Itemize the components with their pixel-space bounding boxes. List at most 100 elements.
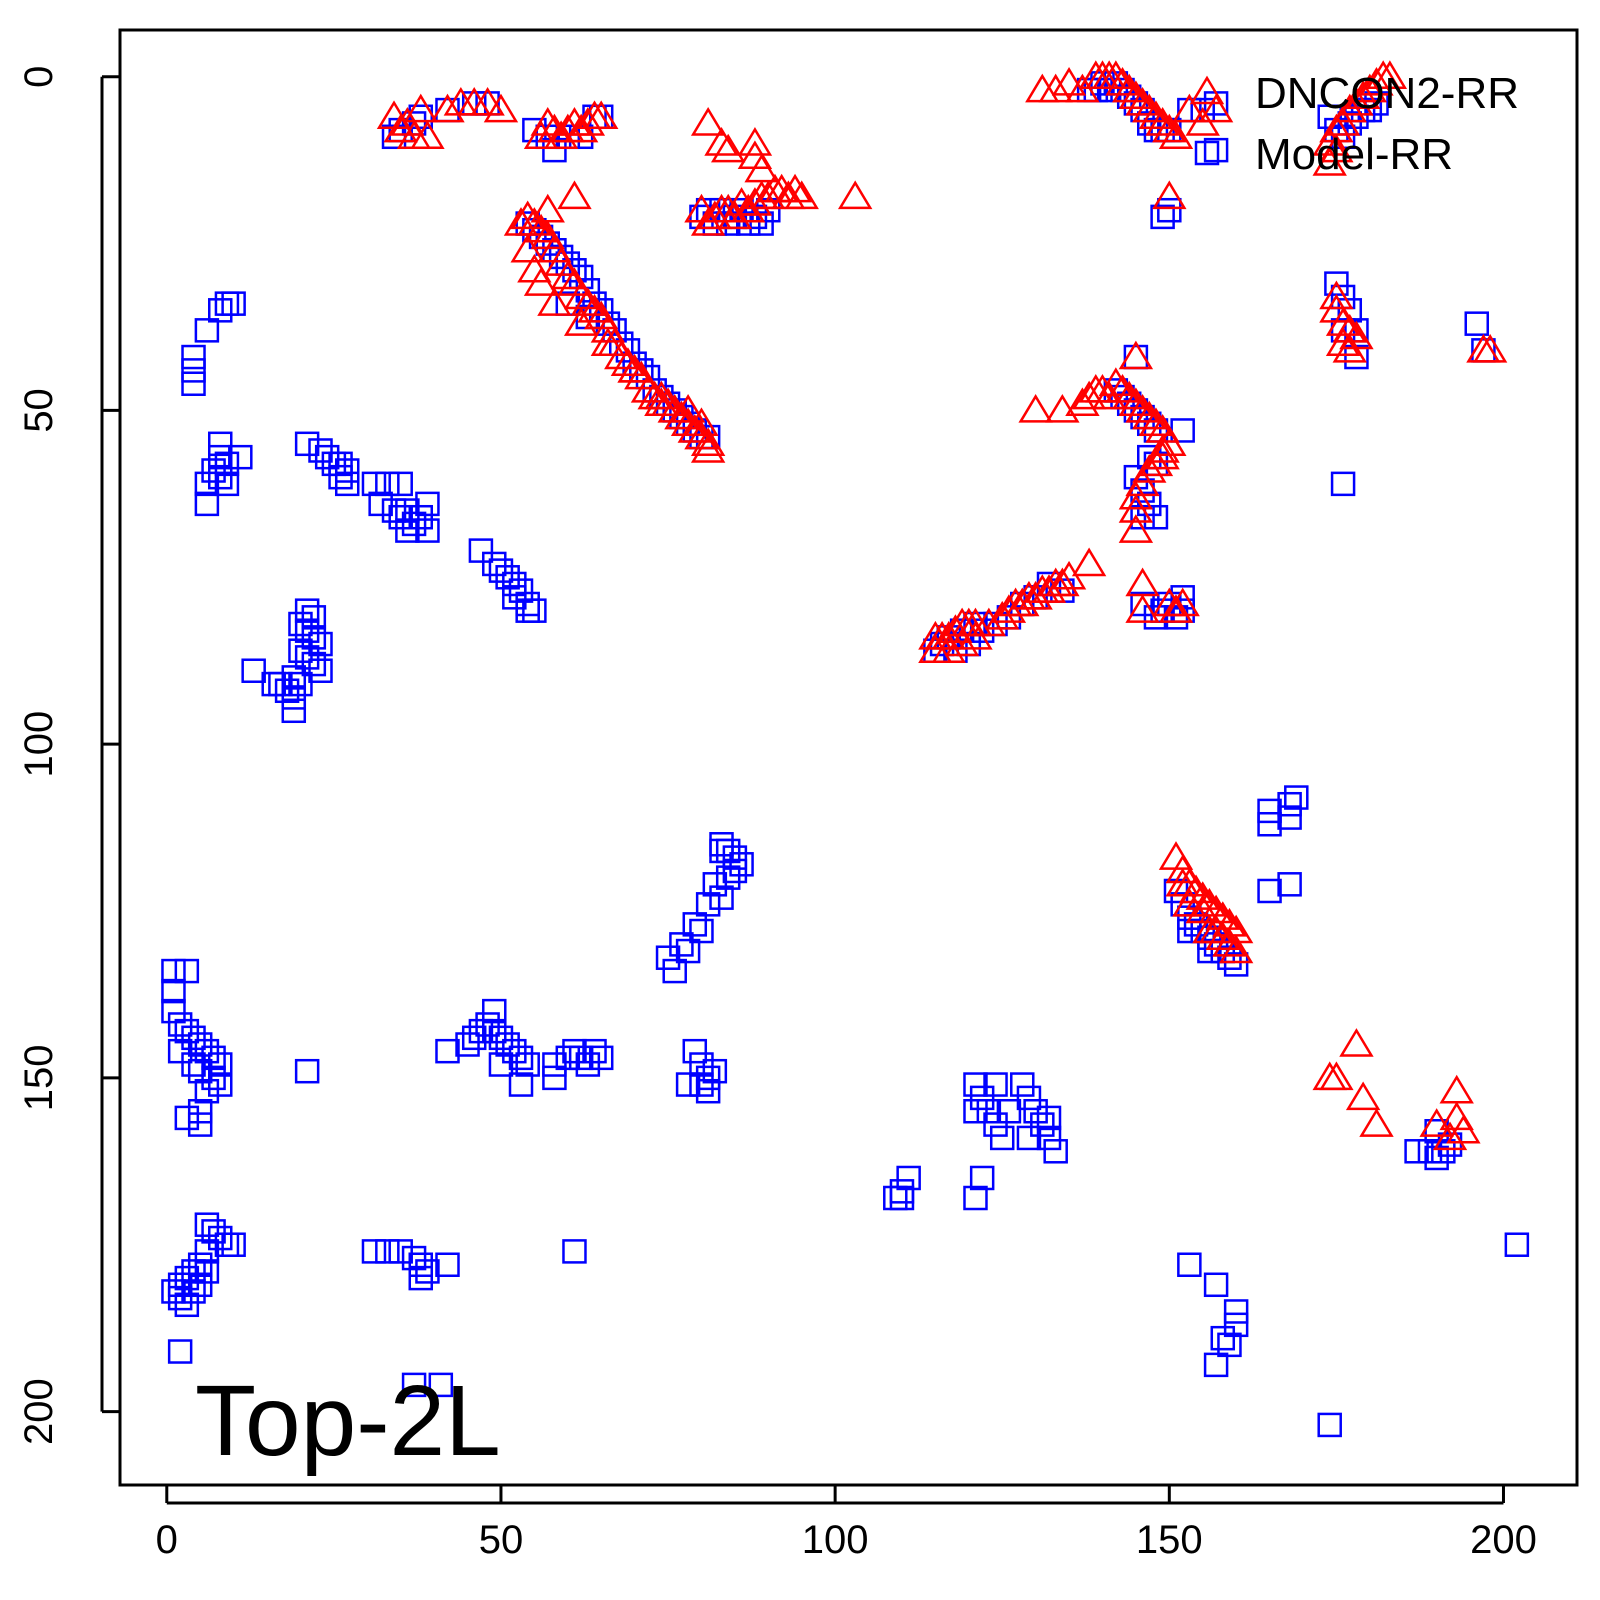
- dncon2-rr-point: [1152, 180, 1187, 210]
- legend: DNCON2-RR Model-RR: [1189, 69, 1519, 179]
- model-rr-point: [989, 1125, 1015, 1151]
- model-rr-point: [996, 1098, 1022, 1124]
- model-rr-point: [415, 518, 440, 543]
- model-rr-point: [1043, 1139, 1068, 1164]
- model-rr-point: [1030, 1112, 1055, 1137]
- model-rr-point: [281, 698, 307, 724]
- dncon2-rr-point: [1432, 1121, 1468, 1151]
- dncon2-rr-point: [777, 173, 813, 203]
- model-rr-point: [167, 1038, 193, 1064]
- model-rr-point: [181, 344, 206, 370]
- dncon2-rr-point: [1446, 1114, 1481, 1144]
- model-rr-point: [328, 464, 353, 490]
- model-rr-point: [455, 1032, 480, 1057]
- model-rr-point: [308, 438, 333, 463]
- model-rr-point: [321, 451, 347, 477]
- dncon2-rr-point: [510, 233, 545, 263]
- dncon2-rr-point: [650, 387, 686, 417]
- dncon2-rr-point: [1319, 113, 1354, 143]
- model-rr-point: [695, 892, 721, 917]
- model-rr-point: [294, 645, 320, 670]
- model-rr-point: [1257, 878, 1282, 904]
- model-rr-point: [502, 1038, 527, 1064]
- model-rr-point: [274, 678, 300, 704]
- dncon2-rr-point: [523, 267, 559, 296]
- dncon2-rr-point: [550, 260, 586, 290]
- dncon2-rr-point: [751, 180, 786, 210]
- model-rr-point: [1010, 1072, 1035, 1097]
- dncon2-rr-point: [1145, 107, 1180, 136]
- dncon2-rr-point: [1172, 93, 1207, 123]
- model-rr-point: [1257, 798, 1282, 824]
- model-rr-point: [361, 471, 387, 497]
- model-rr-point: [709, 832, 734, 857]
- model-rr-point: [889, 1179, 915, 1204]
- model-rr-point: [1036, 1125, 1062, 1151]
- dncon2-rr-point: [1332, 333, 1367, 363]
- dncon2-rr-point: [690, 434, 726, 463]
- legend-square-icon: [1194, 140, 1220, 166]
- dncon2-rr-point: [690, 107, 726, 136]
- dncon2-rr-point: [1158, 594, 1194, 623]
- y-tick-label: 150: [17, 1044, 61, 1111]
- model-rr-point: [568, 1045, 594, 1071]
- dncon2-rr-point: [430, 93, 465, 123]
- dncon2-rr-point: [563, 307, 599, 336]
- model-rr-point: [1504, 1232, 1530, 1257]
- model-rr-point: [562, 1239, 587, 1264]
- model-rr-point: [194, 1038, 220, 1064]
- dncon2-rr-point: [557, 180, 592, 210]
- model-rr-point: [301, 605, 327, 630]
- model-rr-point: [167, 1272, 193, 1298]
- model-rr-point: [689, 1052, 714, 1077]
- model-rr-point: [1257, 811, 1282, 837]
- model-rr-point: [375, 471, 400, 497]
- model-rr-point: [976, 1098, 1002, 1124]
- dncon2-rr-point: [570, 107, 606, 136]
- x-tick-label: 100: [802, 1518, 869, 1562]
- model-rr-point: [461, 1025, 487, 1051]
- model-rr-point: [1330, 471, 1356, 497]
- dncon2-rr-point: [684, 407, 719, 437]
- panel-annotation: Top-2L: [195, 1365, 501, 1477]
- model-rr-point: [214, 451, 240, 477]
- model-rr-point: [208, 1052, 233, 1077]
- model-rr-point: [194, 1259, 220, 1284]
- dncon2-rr-point: [410, 120, 445, 150]
- model-rr-point: [401, 1372, 427, 1398]
- model-rr-point: [689, 918, 714, 944]
- model-rr-point: [475, 1012, 500, 1037]
- model-rr-point: [508, 578, 534, 603]
- model-rr-point: [969, 1165, 995, 1191]
- dncon2-rr-point: [1125, 567, 1160, 597]
- dncon2-rr-point: [1118, 494, 1154, 523]
- model-rr-point: [689, 1072, 714, 1097]
- dncon2-rr-point: [697, 200, 733, 230]
- model-rr-point: [288, 638, 313, 663]
- model-rr-point: [408, 1252, 434, 1277]
- model-rr-point: [1217, 1332, 1242, 1358]
- dncon2-rr-point: [1185, 894, 1220, 924]
- dncon2-rr-point: [483, 93, 519, 123]
- model-rr-point: [522, 598, 547, 623]
- model-rr-point: [167, 1339, 193, 1364]
- dncon2-rr-point: [537, 287, 572, 316]
- model-rr-point: [1016, 1125, 1042, 1151]
- model-rr-point: [1223, 952, 1249, 977]
- model-rr-point: [401, 511, 427, 537]
- model-rr-point: [308, 658, 333, 683]
- model-rr-point: [1203, 1272, 1229, 1298]
- model-rr-point: [388, 504, 413, 530]
- dncon2-rr-point: [931, 634, 966, 663]
- dncon2-rr-point: [737, 127, 773, 156]
- model-rr-point: [174, 1265, 200, 1291]
- dncon2-rr-point: [1345, 1081, 1381, 1111]
- model-rr-point: [515, 1052, 540, 1077]
- model-rr-point: [1143, 504, 1169, 530]
- dncon2-rr-point: [670, 394, 706, 423]
- model-rr-point: [1277, 791, 1302, 817]
- model-rr-point: [983, 1072, 1008, 1097]
- dncon2-rr-point: [1339, 1028, 1374, 1057]
- dncon2-rr-point: [383, 113, 418, 143]
- model-rr-point: [482, 551, 507, 577]
